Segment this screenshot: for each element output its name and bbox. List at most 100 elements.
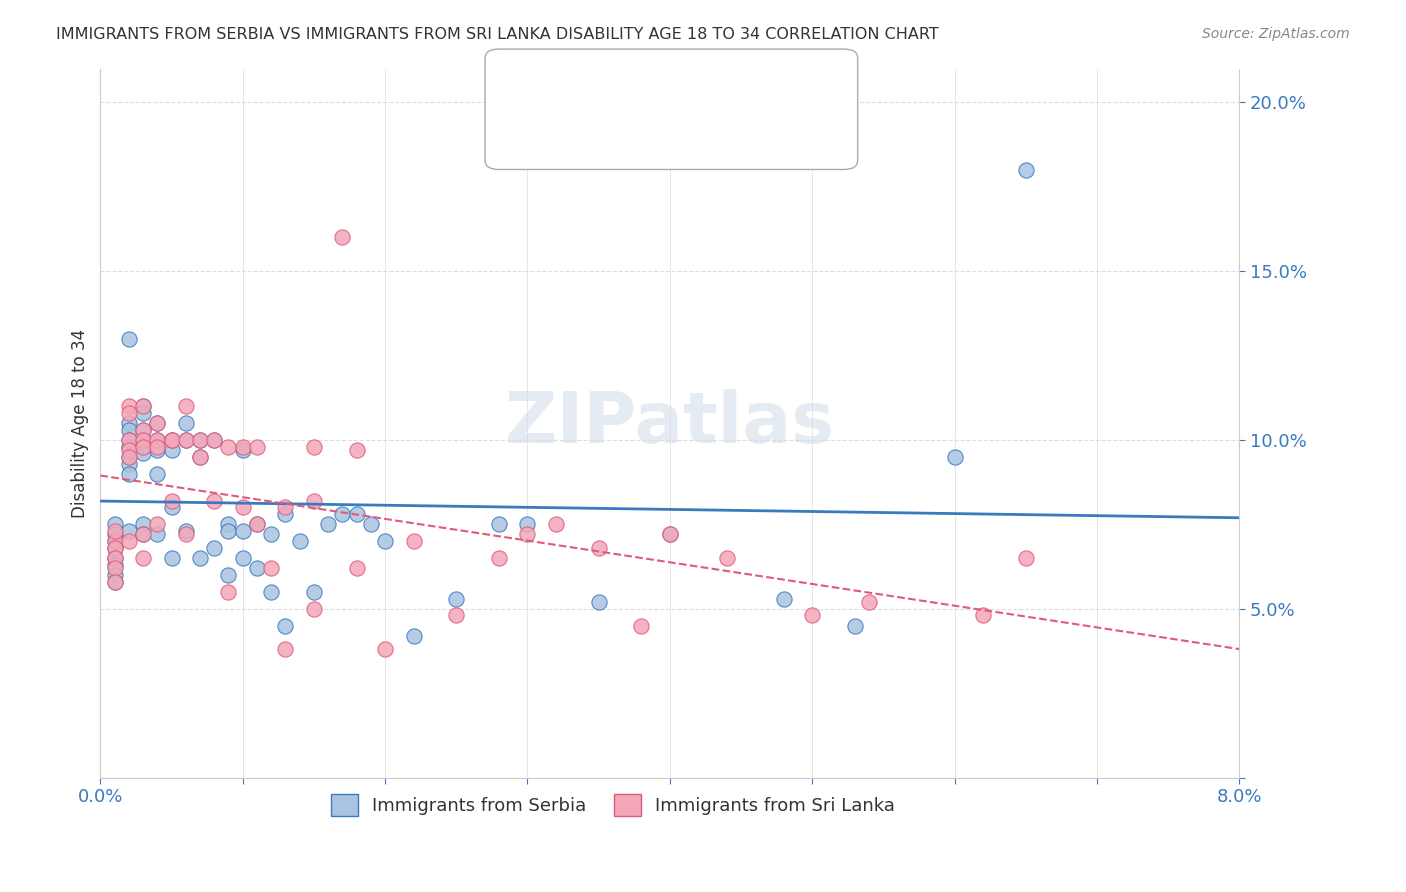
- Point: [103, 534, 125, 549]
- Point: [302, 601, 325, 615]
- Point: [260, 561, 283, 575]
- Point: [103, 574, 125, 589]
- Point: [146, 440, 169, 454]
- Point: [516, 527, 538, 541]
- Point: [488, 517, 510, 532]
- Point: [844, 618, 866, 632]
- Point: [132, 423, 155, 437]
- Point: [103, 574, 125, 589]
- Point: [630, 618, 652, 632]
- Point: [174, 433, 197, 447]
- Point: [246, 517, 269, 532]
- Point: [118, 416, 141, 430]
- Point: [658, 527, 681, 541]
- Point: [316, 517, 339, 532]
- Point: [103, 551, 125, 566]
- Point: [160, 433, 183, 447]
- Point: [274, 507, 297, 521]
- Point: [188, 450, 211, 464]
- Point: [288, 534, 311, 549]
- Point: [160, 500, 183, 515]
- Point: [103, 524, 125, 538]
- Point: [972, 608, 994, 623]
- Point: [103, 561, 125, 575]
- Point: [132, 527, 155, 541]
- Point: [716, 551, 738, 566]
- Point: [146, 467, 169, 481]
- Point: [103, 541, 125, 555]
- Point: [402, 629, 425, 643]
- Point: [160, 443, 183, 458]
- Point: [202, 541, 225, 555]
- Point: [103, 517, 125, 532]
- Point: [132, 433, 155, 447]
- Point: [118, 524, 141, 538]
- Point: [274, 500, 297, 515]
- Point: [332, 230, 354, 244]
- Point: [302, 493, 325, 508]
- Point: [146, 517, 169, 532]
- Point: [118, 450, 141, 464]
- Point: [118, 399, 141, 413]
- Point: [374, 534, 396, 549]
- Point: [801, 608, 824, 623]
- Point: [118, 423, 141, 437]
- Point: [118, 457, 141, 471]
- Point: [132, 406, 155, 420]
- Point: [232, 443, 254, 458]
- Point: [103, 551, 125, 566]
- Point: [132, 551, 155, 566]
- Point: [588, 595, 610, 609]
- Point: [516, 517, 538, 532]
- Point: [658, 527, 681, 541]
- Point: [217, 440, 239, 454]
- Point: [858, 595, 880, 609]
- Point: [118, 443, 141, 458]
- Point: [146, 416, 169, 430]
- Point: [346, 507, 368, 521]
- Point: [132, 527, 155, 541]
- Point: [118, 450, 141, 464]
- Point: [118, 440, 141, 454]
- Point: [188, 551, 211, 566]
- Point: [1015, 551, 1038, 566]
- Point: [232, 500, 254, 515]
- Point: [132, 440, 155, 454]
- Point: [132, 433, 155, 447]
- Point: [103, 558, 125, 572]
- Point: [160, 433, 183, 447]
- Point: [202, 493, 225, 508]
- Text: ZIPatlas: ZIPatlas: [505, 389, 835, 458]
- Point: [217, 517, 239, 532]
- Point: [174, 527, 197, 541]
- Point: [346, 561, 368, 575]
- Point: [332, 507, 354, 521]
- Point: [544, 517, 567, 532]
- Point: [160, 493, 183, 508]
- Point: [103, 541, 125, 555]
- Text: IMMIGRANTS FROM SERBIA VS IMMIGRANTS FROM SRI LANKA DISABILITY AGE 18 TO 34 CORR: IMMIGRANTS FROM SERBIA VS IMMIGRANTS FRO…: [56, 27, 939, 42]
- Point: [146, 433, 169, 447]
- Point: [160, 551, 183, 566]
- Point: [188, 433, 211, 447]
- Point: [260, 527, 283, 541]
- Point: [188, 450, 211, 464]
- Point: [232, 551, 254, 566]
- Point: [302, 585, 325, 599]
- Point: [402, 534, 425, 549]
- Point: [260, 585, 283, 599]
- Point: [302, 440, 325, 454]
- Text: Source: ZipAtlas.com: Source: ZipAtlas.com: [1202, 27, 1350, 41]
- Point: [174, 416, 197, 430]
- Point: [246, 561, 269, 575]
- Point: [132, 423, 155, 437]
- Y-axis label: Disability Age 18 to 34: Disability Age 18 to 34: [72, 328, 89, 517]
- Point: [588, 541, 610, 555]
- Point: [943, 450, 966, 464]
- Point: [374, 642, 396, 657]
- Point: [132, 517, 155, 532]
- Point: [246, 517, 269, 532]
- Point: [174, 399, 197, 413]
- Point: [103, 568, 125, 582]
- Point: [118, 433, 141, 447]
